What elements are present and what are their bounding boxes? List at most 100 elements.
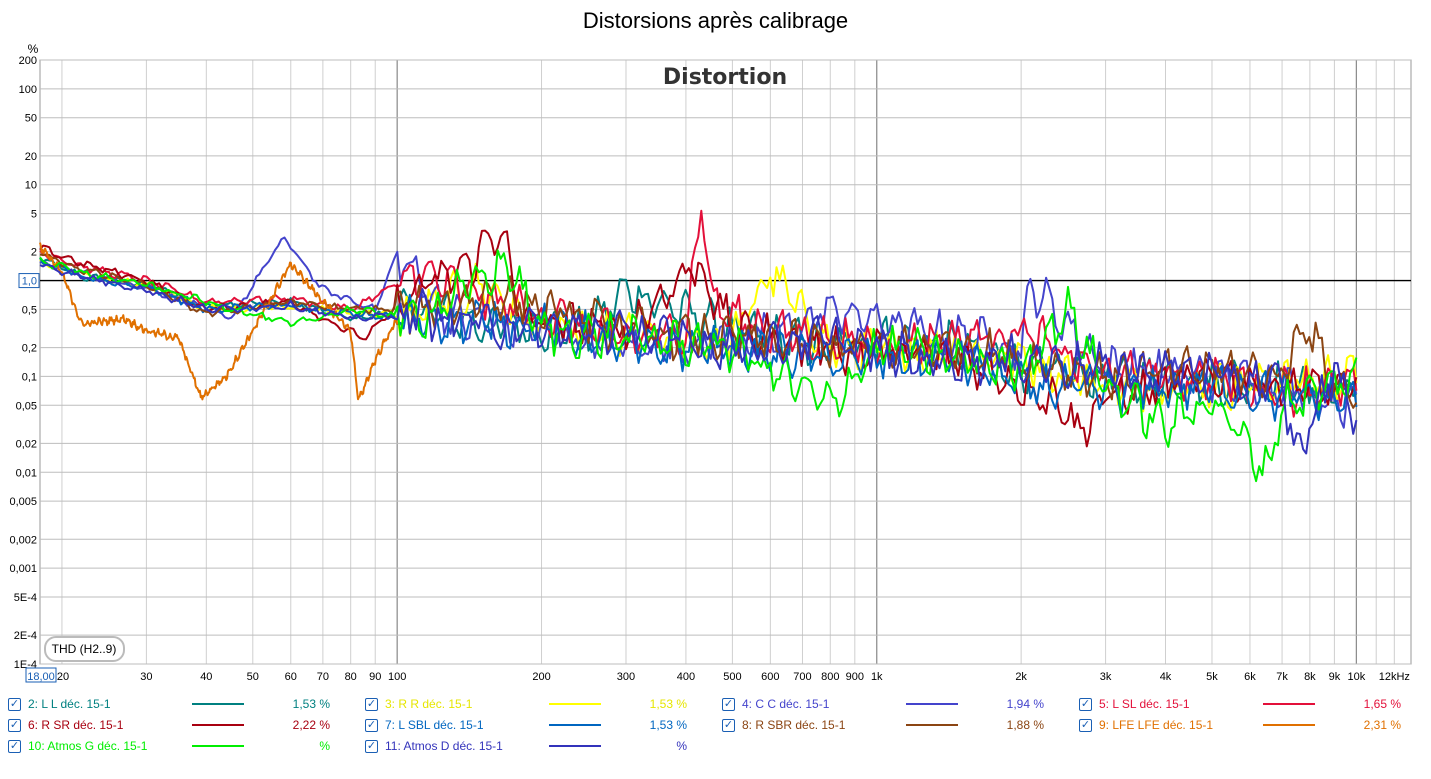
series-line-4[interactable] [39,236,1358,429]
legend-label: 4: C C déc. 15-1 [742,697,830,711]
legend-swatch [192,724,244,726]
checkmark-icon: ✓ [366,739,377,752]
legend-item[interactable]: ✓ 11: Atmos D déc. 15-1% [365,737,705,755]
chart-title: Distortion [663,65,787,90]
thd-annotation-label: THD (H2..9) [52,642,117,656]
legend-checkbox[interactable]: ✓ [8,697,21,711]
x-tick-label: 400 [677,671,695,683]
x-tick-label: 1k [871,671,883,683]
x-tick-label: 30 [140,671,152,683]
x-tick-label: 5k [1206,671,1218,683]
x-tick-label: 18,00 [27,671,55,683]
checkmark-icon: ✓ [9,718,20,731]
x-tick-label: 200 [532,671,550,683]
y-tick-label: 200 [19,55,37,67]
y-tick-label: 1,0 [22,276,37,288]
legend-swatch [906,703,958,705]
legend-label: 2: L L déc. 15-1 [28,697,111,711]
x-tick-label: 10k [1347,671,1365,683]
legend-item[interactable]: ✓ 6: R SR déc. 15-1 2,22 % [8,716,348,734]
legend-item[interactable]: ✓ 7: L SBL déc. 15-1 1,53 % [365,716,705,734]
x-tick-highlight [25,667,57,683]
legend-value: 1,53 % [649,718,687,732]
series-line-11[interactable] [39,263,1358,455]
legend-swatch [549,745,601,747]
series-line-10[interactable] [39,249,1358,483]
legend-item[interactable]: ✓ 3: R R déc. 15-1 1,53 % [365,695,705,713]
y-tick-label: 0,1 [22,371,37,383]
legend-value: 1,94 % [1006,697,1044,711]
legend-value: 2,31 % [1363,718,1401,732]
x-tick-label: 4k [1160,671,1172,683]
y-tick-label: 100 [19,84,37,96]
x-tick-label: 80 [345,671,357,683]
y-axis-unit-label: % [28,42,39,56]
distortion-chart[interactable]: 200 100 50 20 10 5 2 1,0 0,5 0,2 0,1 0,05 0,02 0,01 0,… [0,0,1431,690]
y-tick-label: 0,002 [9,534,37,546]
legend-checkbox[interactable]: ✓ [8,739,21,753]
legend-checkbox[interactable]: ✓ [365,718,378,732]
x-tick-label: 9k [1329,671,1341,683]
legend-value: 1,53 % [292,697,330,711]
y-tick-highlight [18,273,40,289]
legend-swatch [549,703,601,705]
checkmark-icon: ✓ [9,739,20,752]
window-title: Distorsions après calibrage [582,8,849,33]
legend-label: 5: L SL déc. 15-1 [1099,697,1190,711]
legend-item[interactable]: ✓ 4: C C déc. 15-1 1,94 % [722,695,1062,713]
x-tick-label: 100 [388,671,406,683]
x-tick-label: 300 [617,671,635,683]
y-tick-label: 2E-4 [14,630,37,642]
checkmark-icon: ✓ [366,718,377,731]
y-tick-label: 0,5 [22,304,37,316]
x-tick-label: 7k [1276,671,1288,683]
y-tick-label: 5E-4 [14,592,37,604]
y-tick-label: 0,05 [16,400,37,412]
legend-value: 1,88 % [1006,718,1044,732]
thd-annotation-badge[interactable]: THD (H2..9) [44,636,125,662]
legend-checkbox[interactable]: ✓ [365,697,378,711]
x-tick-label: 2k [1015,671,1027,683]
x-tick-label: 3k [1100,671,1112,683]
legend-checkbox[interactable]: ✓ [722,718,735,732]
checkmark-icon: ✓ [723,718,734,731]
legend-item[interactable]: ✓ 5: L SL déc. 15-1 1,65 % [1079,695,1419,713]
x-tick-label: 800 [821,671,839,683]
legend-item[interactable]: ✓ 8: R SBR déc. 15-1 1,88 % [722,716,1062,734]
x-tick-label: 12kHz [1379,671,1410,683]
legend-label: 9: LFE LFE déc. 15-1 [1099,718,1214,732]
x-tick-label: 700 [793,671,811,683]
legend-label: 7: L SBL déc. 15-1 [385,718,484,732]
x-tick-label: 20 [57,671,69,683]
legend-item[interactable]: ✓ 9: LFE LFE déc. 15-1 2,31 % [1079,716,1419,734]
x-tick-label: 90 [369,671,381,683]
x-tick-label: 50 [247,671,259,683]
checkmark-icon: ✓ [9,697,20,710]
legend-item[interactable]: ✓ 2: L L déc. 15-1 1,53 % [8,695,348,713]
y-tick-label: 5 [31,209,37,221]
y-tick-label: 2 [31,247,37,259]
legend-checkbox[interactable]: ✓ [365,739,378,753]
legend: ✓ 2: L L déc. 15-1 1,53 % ✓ 3: R R déc. 15-1… [0,695,1431,775]
x-tick-label: 8k [1304,671,1316,683]
series-line-9[interactable] [39,242,399,401]
legend-value: % [676,739,687,753]
legend-checkbox[interactable]: ✓ [1079,718,1092,732]
legend-swatch [1263,703,1315,705]
checkmark-icon: ✓ [1080,697,1091,710]
legend-swatch [549,724,601,726]
checkmark-icon: ✓ [366,697,377,710]
legend-swatch [1263,724,1315,726]
y-tick-label: 20 [25,151,37,163]
x-tick-label: 600 [761,671,779,683]
y-tick-label: 50 [25,113,37,125]
legend-checkbox[interactable]: ✓ [722,697,735,711]
legend-value: 1,65 % [1363,697,1401,711]
legend-checkbox[interactable]: ✓ [8,718,21,732]
legend-checkbox[interactable]: ✓ [1079,697,1092,711]
x-tick-label: 40 [200,671,212,683]
legend-item[interactable]: ✓ 10: Atmos G déc. 15-1% [8,737,348,755]
legend-label: 8: R SBR déc. 15-1 [742,718,846,732]
y-tick-label: 0,001 [9,563,37,575]
y-tick-label: 10 [25,180,37,192]
